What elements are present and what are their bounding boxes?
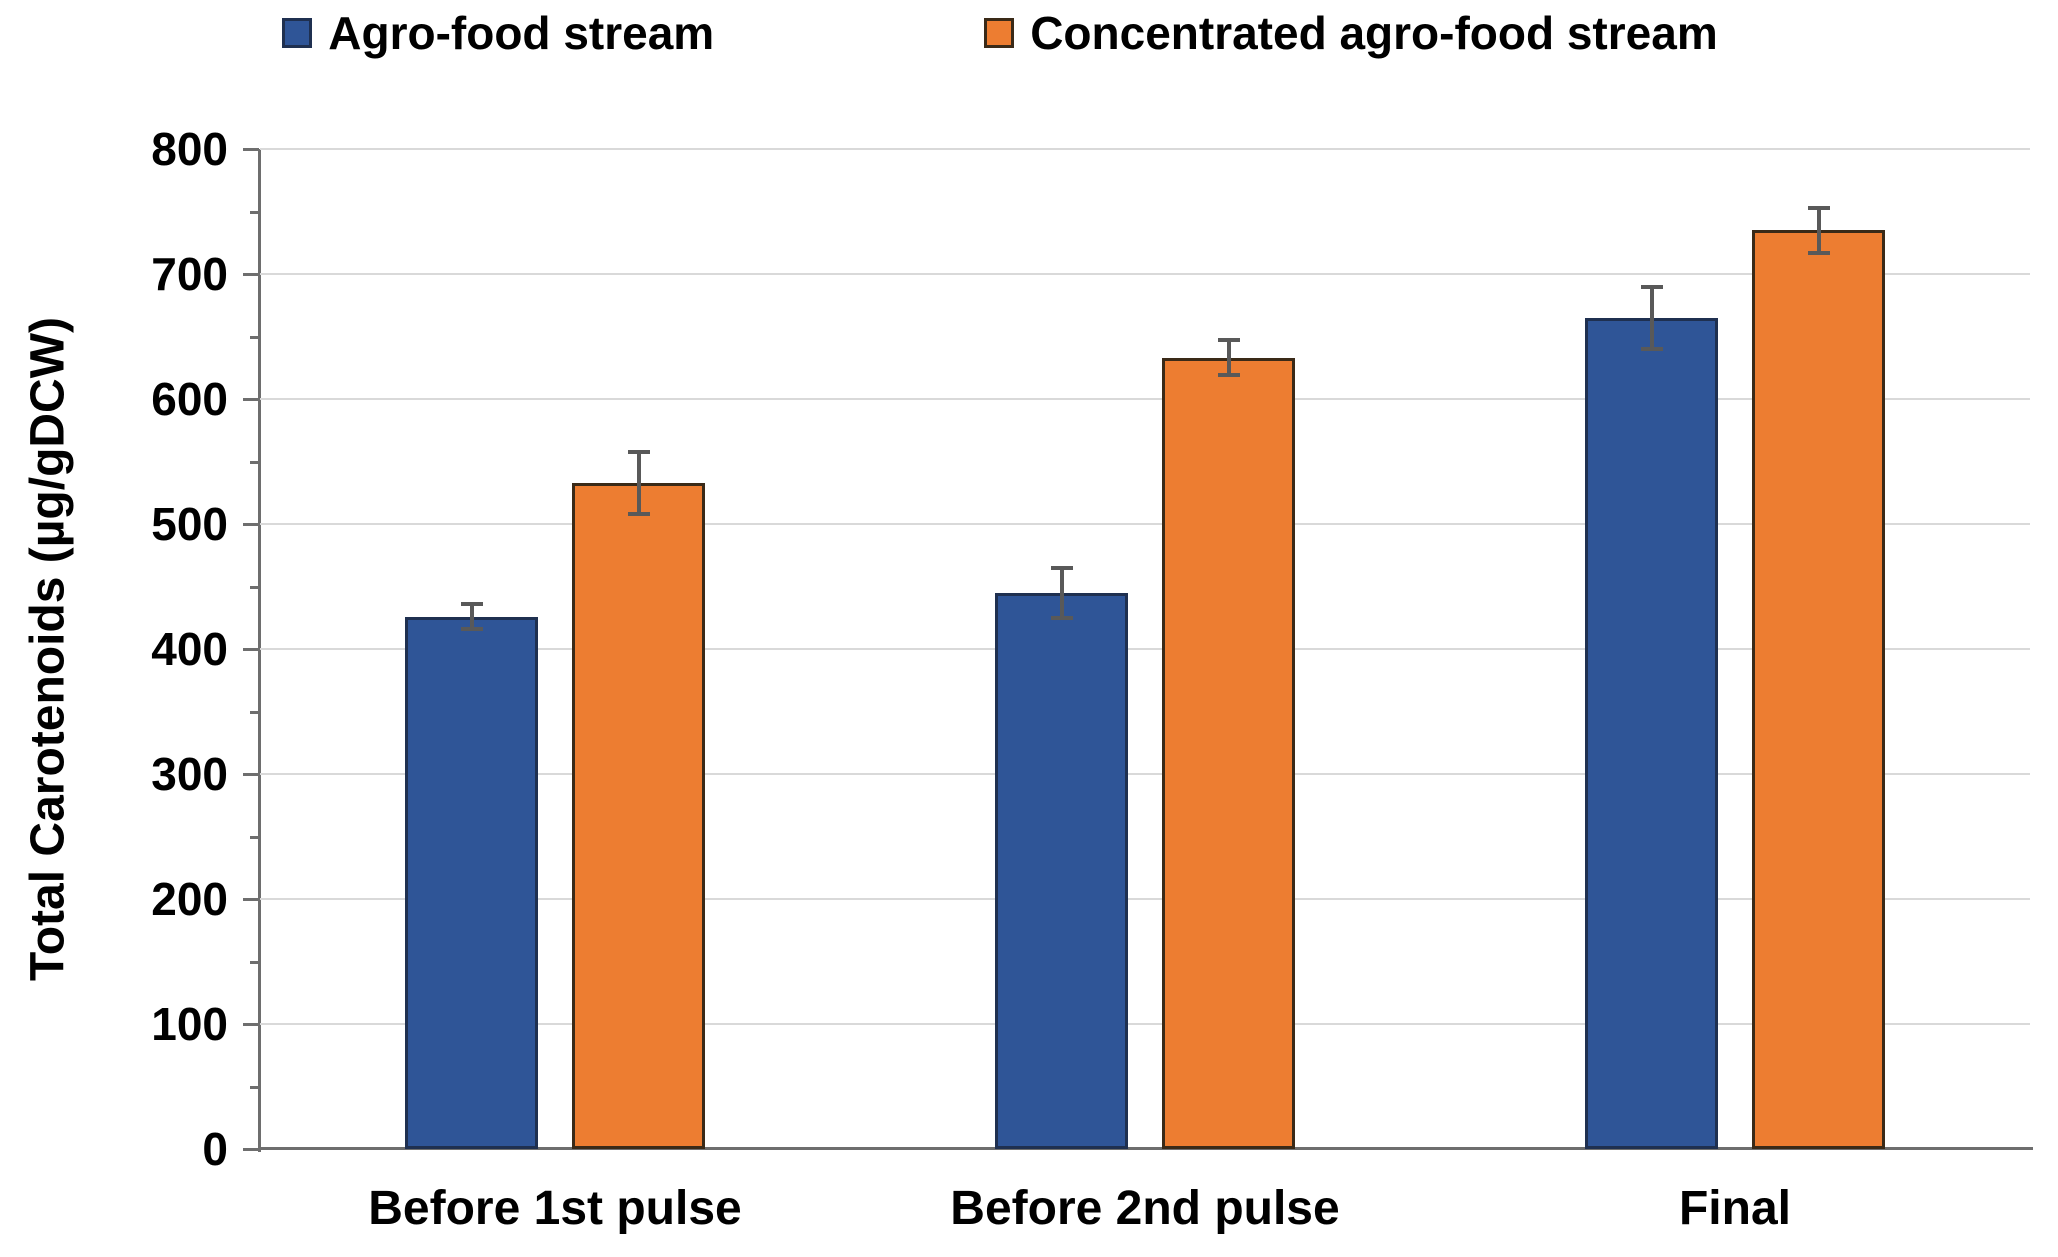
y-major-tick-600 [243,398,259,401]
error-bar-cap-top-agro-food-stream-before-2nd-pulse [1050,565,1073,570]
error-bar-cap-bottom-agro-food-stream-before-2nd-pulse [1050,615,1073,620]
gridline-800 [260,148,2030,150]
legend-item-concentrated-agro-food-stream: Concentrated agro-food stream [984,10,1718,56]
legend: Agro-food stream Concentrated agro-food s… [0,10,2000,56]
y-tick-label-300: 300 [151,748,228,800]
y-tick-label-400: 400 [151,623,228,675]
y-major-tick-200 [243,898,259,901]
y-minor-tick-550 [250,460,259,464]
x-axis-line [258,1147,2033,1150]
y-axis-line [258,149,261,1152]
error-bar-cap-top-concentrated-agro-food-stream-before-2nd-pulse [1217,338,1240,343]
gridline-500 [260,523,2030,525]
gridline-700 [260,273,2030,275]
x-category-label-before-1st-pulse: Before 1st pulse [368,1182,742,1235]
bar-agro-food-stream-before-2nd-pulse [995,592,1128,1149]
bar-agro-food-stream-final [1585,317,1718,1149]
error-bar-cap-bottom-concentrated-agro-food-stream-before-1st-pulse [627,512,650,516]
y-minor-tick-450 [250,585,259,589]
error-bar-cap-top-concentrated-agro-food-stream-final [1807,205,1830,210]
error-bar-cap-bottom-concentrated-agro-food-stream-final [1807,250,1830,255]
y-minor-tick-50 [250,1085,259,1089]
y-minor-tick-350 [250,710,259,714]
error-bar-concentrated-agro-food-stream-before-1st-pulse [636,451,641,514]
x-category-label-final: Final [1678,1182,1791,1235]
y-major-tick-0 [243,1148,259,1151]
y-minor-tick-150 [250,960,259,964]
y-major-tick-100 [243,1023,259,1026]
error-bar-cap-bottom-concentrated-agro-food-stream-before-2nd-pulse [1217,373,1240,378]
error-bar-cap-top-agro-food-stream-final [1640,284,1663,289]
gridline-100 [260,1023,2030,1025]
error-bar-cap-top-concentrated-agro-food-stream-before-1st-pulse [627,449,650,454]
error-bar-concentrated-agro-food-stream-before-2nd-pulse [1226,340,1231,376]
y-minor-tick-650 [250,335,259,339]
y-major-tick-300 [243,773,259,776]
legend-label-concentrated-agro-food-stream: Concentrated agro-food stream [1030,7,1718,59]
bar-concentrated-agro-food-stream-final [1752,230,1885,1149]
y-tick-label-0: 0 [202,1123,228,1175]
error-bar-cap-bottom-agro-food-stream-before-1st-pulse [460,627,483,631]
error-bar-agro-food-stream-before-2nd-pulse [1059,567,1064,618]
error-bar-cap-top-agro-food-stream-before-1st-pulse [460,602,483,606]
legend-swatch-concentrated-agro-food-stream [984,18,1015,48]
y-tick-label-200: 200 [151,873,228,925]
error-bar-cap-bottom-agro-food-stream-final [1640,347,1663,351]
y-tick-label-800: 800 [151,123,228,175]
y-major-tick-700 [243,273,259,276]
bar-concentrated-agro-food-stream-before-1st-pulse [572,482,705,1149]
gridline-600 [260,398,2030,400]
legend-swatch-agro-food-stream [282,18,313,48]
bar-agro-food-stream-before-1st-pulse [405,616,538,1149]
plot-area [260,148,2030,1149]
y-minor-tick-250 [250,835,259,839]
legend-item-agro-food-stream: Agro-food stream [282,10,714,56]
y-tick-label-500: 500 [151,498,228,550]
y-major-tick-800 [243,148,259,151]
gridline-400 [260,648,2030,650]
y-tick-label-600: 600 [151,373,228,425]
y-major-tick-500 [243,523,259,526]
error-bar-concentrated-agro-food-stream-final [1816,207,1821,253]
x-category-label-before-2nd-pulse: Before 2nd pulse [950,1182,1340,1235]
bar-concentrated-agro-food-stream-before-2nd-pulse [1162,357,1295,1149]
y-major-tick-400 [243,648,259,651]
error-bar-agro-food-stream-final [1649,286,1654,349]
gridline-200 [260,898,2030,900]
error-bar-agro-food-stream-before-1st-pulse [469,604,474,629]
y-minor-tick-750 [250,210,259,214]
legend-label-agro-food-stream: Agro-food stream [328,7,715,59]
y-tick-label-100: 100 [151,998,228,1050]
y-tick-label-700: 700 [151,248,228,300]
gridline-300 [260,773,2030,775]
